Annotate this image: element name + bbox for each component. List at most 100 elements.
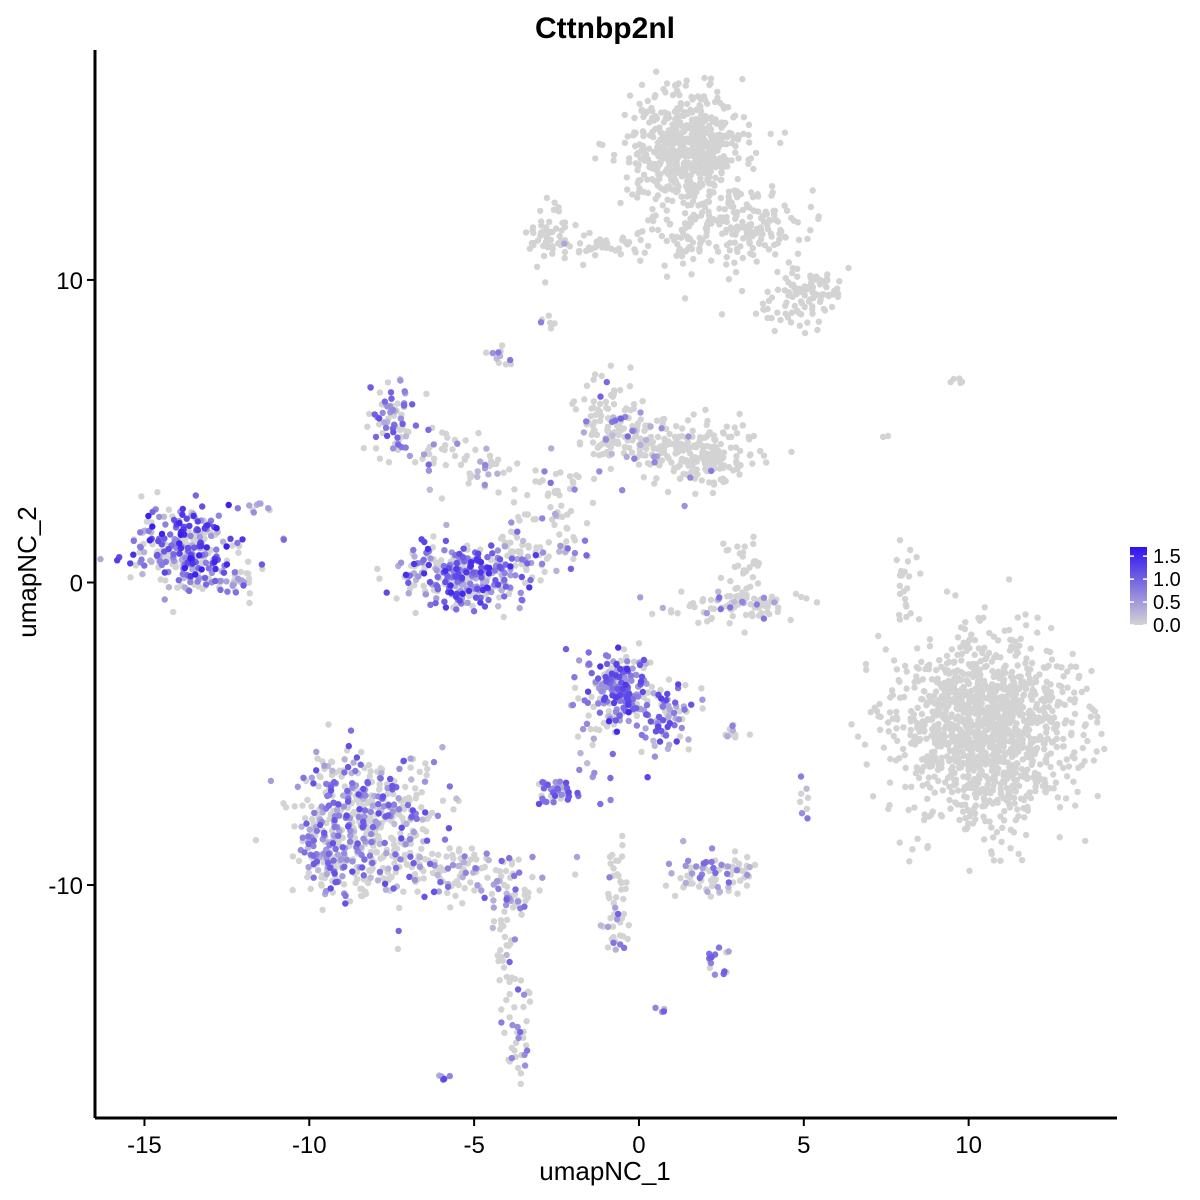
cell-point: [750, 558, 758, 565]
cell-point: [679, 425, 686, 432]
cell-point: [788, 282, 795, 289]
cell-point: [472, 446, 479, 453]
cell-point: [410, 828, 418, 836]
cell-point: [801, 292, 808, 299]
cell-point: [696, 874, 703, 882]
cell-point: [972, 794, 980, 801]
cell-point: [717, 99, 724, 107]
cell-point: [610, 157, 617, 164]
cell-point: [937, 811, 945, 819]
cell-point: [366, 773, 373, 780]
cell-point: [541, 568, 548, 575]
cell-point: [610, 390, 618, 398]
cell-point: [629, 427, 636, 434]
cell-point: [975, 645, 983, 652]
cell-point: [732, 444, 740, 451]
cell-point: [907, 726, 914, 734]
cell-point: [796, 322, 803, 329]
cell-point: [824, 277, 831, 284]
cell-point: [470, 569, 477, 576]
cell-point: [944, 774, 952, 781]
cell-points: [97, 68, 1108, 1088]
cell-point: [678, 193, 685, 200]
cell-point: [645, 217, 652, 224]
cell-point: [426, 578, 434, 586]
cell-point: [570, 555, 577, 563]
cell-point: [943, 698, 950, 705]
cell-point: [918, 768, 925, 775]
cell-point: [585, 660, 593, 667]
cell-point: [665, 860, 673, 867]
cell-point: [258, 561, 266, 568]
cell-point: [907, 610, 914, 617]
cell-point: [633, 151, 640, 158]
cell-point: [373, 849, 380, 856]
cell-point: [698, 201, 705, 208]
cell-point: [503, 996, 510, 1004]
cell-point: [616, 712, 623, 719]
cell-point: [686, 235, 694, 243]
cell-point: [289, 886, 296, 894]
cell-point: [654, 226, 662, 234]
cell-point: [623, 879, 630, 886]
cell-point: [497, 926, 504, 933]
cell-point: [483, 445, 490, 452]
cell-point: [515, 513, 522, 521]
cell-point: [664, 690, 671, 698]
cell-point: [483, 850, 490, 857]
cell-point: [246, 502, 253, 509]
cell-point: [621, 443, 628, 451]
cell-point: [771, 599, 778, 606]
cell-point: [732, 142, 739, 150]
cell-point: [372, 433, 380, 441]
cell-point: [879, 433, 887, 441]
cell-point: [612, 904, 619, 911]
cell-point: [964, 759, 971, 766]
cell-point: [676, 139, 683, 146]
cell-point: [511, 486, 518, 493]
cell-point: [353, 868, 361, 876]
cell-point: [724, 870, 731, 877]
cell-point: [764, 314, 771, 322]
cell-point: [916, 720, 923, 728]
cell-point: [716, 217, 724, 224]
cell-point: [707, 166, 714, 173]
cell-point: [966, 765, 973, 772]
cell-point: [478, 574, 485, 581]
cell-point: [375, 786, 383, 793]
cell-point: [920, 816, 928, 824]
cell-point: [653, 167, 660, 174]
cell-point: [762, 602, 769, 610]
cell-point: [757, 447, 764, 455]
cell-point: [267, 777, 275, 785]
cell-point: [834, 293, 842, 301]
cell-point: [546, 218, 553, 225]
cell-point: [896, 582, 903, 589]
cell-point: [632, 671, 640, 678]
cell-point: [958, 650, 966, 658]
cell-point: [1006, 804, 1014, 811]
cell-point: [511, 872, 518, 880]
cell-point: [957, 717, 964, 725]
cell-point: [624, 935, 631, 943]
cell-point: [561, 248, 569, 256]
cell-point: [553, 567, 560, 574]
cell-point: [967, 728, 975, 736]
cell-point: [977, 690, 984, 697]
cell-point: [971, 785, 979, 792]
cell-point: [619, 237, 626, 244]
cell-point: [706, 462, 713, 470]
cell-point: [442, 430, 450, 437]
cell-point: [446, 1072, 453, 1080]
cell-point: [388, 834, 395, 841]
cell-point: [420, 582, 427, 590]
cell-point: [880, 744, 887, 751]
cell-point: [522, 229, 530, 236]
cell-point: [901, 568, 908, 575]
cell-point: [807, 203, 815, 211]
cell-point: [634, 180, 641, 187]
cell-point: [529, 873, 536, 881]
cell-point: [421, 893, 428, 900]
cell-point: [660, 85, 667, 93]
cell-point: [682, 862, 689, 870]
